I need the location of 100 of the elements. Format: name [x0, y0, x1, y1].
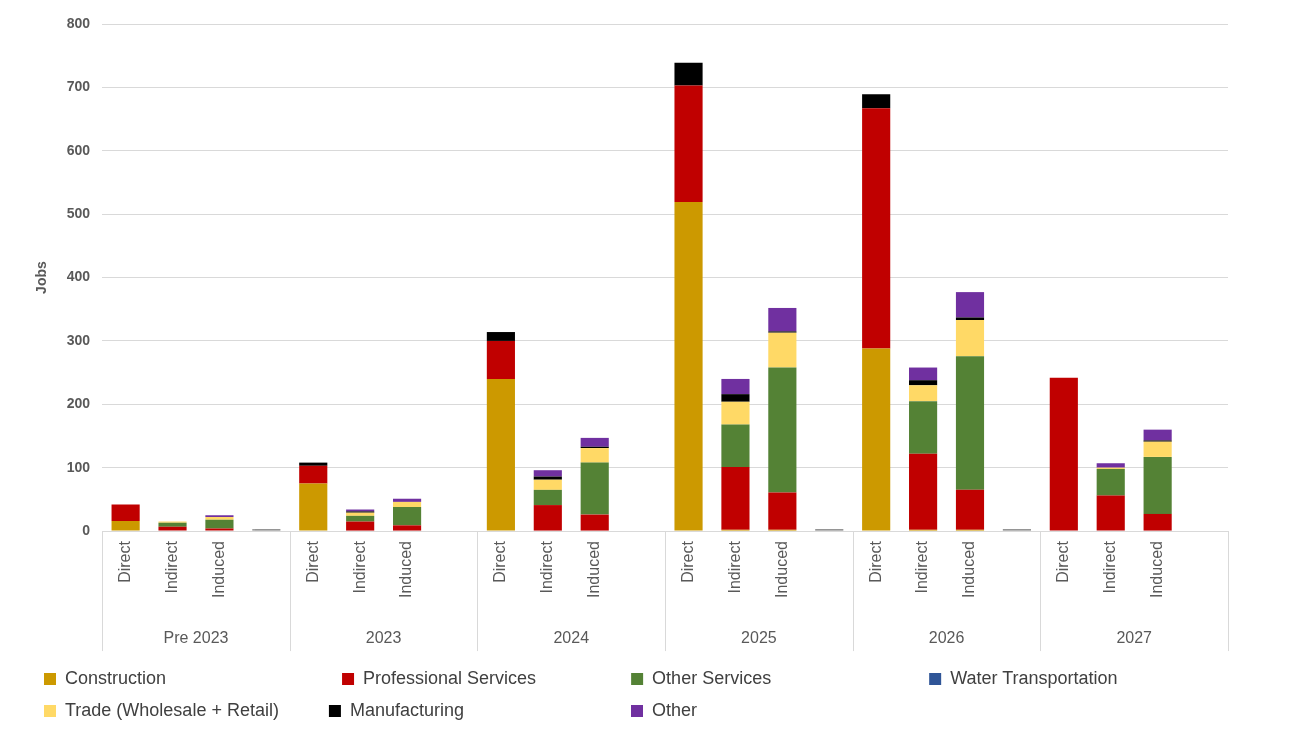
bar	[393, 498, 422, 502]
bar	[862, 108, 891, 349]
x-tick-label: Indirect	[913, 540, 931, 594]
legend-label: Other Services	[652, 667, 916, 688]
bar	[1143, 441, 1172, 457]
x-tick-label: Direct	[678, 540, 696, 583]
bar	[393, 506, 422, 526]
bar	[721, 401, 750, 425]
bar	[674, 202, 703, 531]
x-tick-label: Indirect	[162, 540, 180, 594]
bar	[862, 348, 891, 531]
bar	[768, 332, 797, 368]
x-tick-label: Induced	[960, 541, 978, 598]
bar	[533, 470, 562, 477]
bar	[721, 467, 750, 530]
bar	[393, 501, 422, 507]
x-tick-label: Indirect	[350, 540, 368, 594]
bar	[768, 307, 797, 332]
bar	[533, 479, 562, 490]
bar	[580, 514, 609, 531]
bar	[393, 525, 422, 531]
x-tick-label: Indirect	[538, 540, 556, 594]
bar	[205, 528, 234, 531]
bar	[158, 526, 187, 531]
bar	[1143, 456, 1172, 514]
bar	[580, 437, 609, 447]
bar	[1143, 429, 1172, 441]
text: Pre 2023	[163, 629, 229, 647]
x-tick-label: Indirect	[1101, 540, 1119, 594]
text: 2026	[928, 629, 965, 647]
text: 2024	[553, 629, 590, 647]
bar	[346, 521, 375, 531]
bar	[955, 489, 985, 530]
text: 2025	[741, 629, 777, 647]
bar	[299, 462, 328, 466]
bar	[909, 367, 938, 381]
bar	[768, 367, 797, 493]
text: 2023	[365, 629, 402, 647]
bar	[909, 453, 938, 530]
y-tick-label: 100	[66, 458, 91, 475]
y-tick-label: 400	[66, 268, 91, 285]
bar	[299, 465, 328, 484]
bar	[299, 483, 328, 531]
bar	[1096, 468, 1125, 496]
y-tick-label: 200	[66, 395, 91, 412]
x-tick-label: Direct	[303, 540, 321, 583]
legend-label: Construction	[65, 667, 329, 688]
x-tick-label: Induced	[772, 541, 790, 598]
bar	[580, 448, 609, 463]
x-tick-label: Indirect	[725, 540, 743, 594]
bar	[1096, 463, 1125, 468]
bar	[1049, 377, 1078, 531]
bar	[955, 317, 985, 320]
x-tick-label: Direct	[1054, 540, 1072, 583]
bar	[486, 378, 515, 531]
bar	[533, 489, 562, 506]
x-tick-label: Induced	[397, 541, 415, 598]
legend-label: Professional Services	[363, 667, 618, 688]
y-tick-label: 500	[66, 205, 91, 222]
text: 2027	[1116, 629, 1153, 647]
legend-label: Trade (Wholesale + Retail)	[65, 699, 315, 720]
bar	[955, 356, 985, 490]
bar	[862, 94, 891, 109]
x-tick-label: Induced	[209, 541, 227, 598]
bar	[955, 292, 985, 318]
bar	[486, 332, 515, 341]
bar	[721, 424, 750, 468]
bar	[346, 515, 375, 522]
bar	[955, 320, 985, 357]
bar	[205, 519, 234, 529]
x-tick-label: Direct	[116, 540, 134, 583]
legend-label: Manufacturing	[349, 699, 617, 720]
bar	[909, 385, 938, 402]
bar	[674, 85, 703, 203]
x-tick-label: Direct	[866, 540, 884, 583]
x-tick-label: Direct	[491, 540, 509, 583]
bar	[909, 380, 938, 386]
y-tick-label: 300	[66, 331, 91, 348]
y-axis-title: Jobs	[33, 260, 50, 294]
bar	[533, 505, 562, 531]
bar	[533, 476, 562, 480]
x-tick-label: Induced	[585, 541, 603, 598]
legend-label: Other	[651, 699, 923, 720]
legend-label: Water Transportation	[950, 667, 1208, 688]
bar	[768, 492, 797, 530]
y-tick-label: 800	[66, 14, 91, 31]
bar	[909, 401, 938, 454]
bar	[1143, 513, 1172, 531]
bar	[1096, 495, 1125, 531]
bar	[721, 378, 750, 395]
bar	[580, 462, 609, 515]
y-tick-label: 700	[66, 78, 91, 95]
y-tick-label: 600	[66, 141, 91, 158]
y-tick-label: 0	[82, 521, 91, 538]
bar	[111, 520, 140, 531]
bar	[158, 522, 187, 527]
bar	[721, 394, 750, 402]
bar	[486, 340, 515, 379]
bar	[111, 504, 140, 521]
bar	[674, 62, 703, 86]
